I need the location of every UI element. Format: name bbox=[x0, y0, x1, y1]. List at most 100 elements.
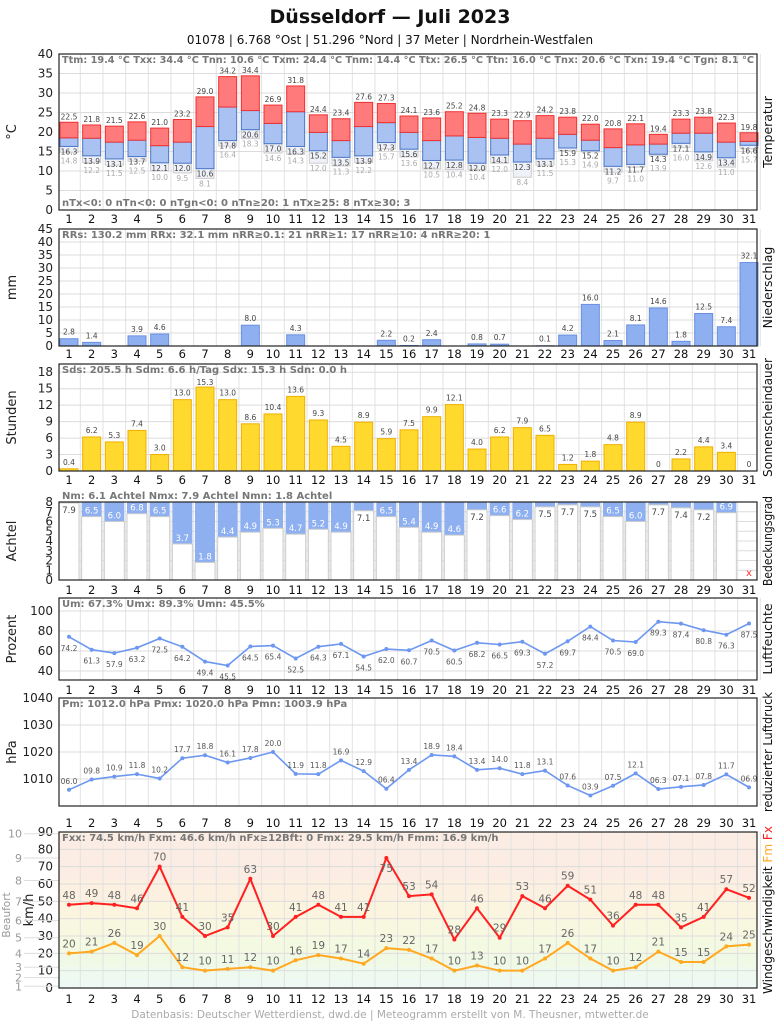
data-label: 2.2 bbox=[380, 329, 392, 338]
precip-bar bbox=[127, 335, 147, 347]
x-tick-label: 14 bbox=[356, 473, 371, 487]
data-label: 7.4 bbox=[131, 419, 143, 428]
y-tick-label: 5 bbox=[45, 326, 53, 340]
x-tick-label: 28 bbox=[674, 816, 689, 830]
panel-label-text: Luftfeuchte bbox=[760, 603, 775, 674]
tmin-bar bbox=[82, 137, 102, 157]
cloud-cover-bar bbox=[194, 561, 216, 581]
data-label: 17 bbox=[584, 944, 597, 956]
tmin-bar bbox=[580, 139, 600, 152]
data-label: 09.8 bbox=[83, 767, 100, 776]
data-point bbox=[429, 638, 434, 643]
data-label: 12.0 bbox=[174, 164, 191, 173]
x-tick-label: 3 bbox=[111, 473, 118, 487]
y-tick-label: 1010 bbox=[22, 772, 53, 786]
data-label: 13.4 bbox=[469, 757, 486, 766]
data-label: 6.6 bbox=[493, 506, 507, 516]
panel-frame bbox=[58, 53, 758, 211]
data-point bbox=[747, 621, 752, 626]
data-label: 4.9 bbox=[244, 522, 258, 532]
panel-label: Sonnenscheindauer bbox=[760, 357, 775, 477]
x-tick-label: 10 bbox=[266, 583, 281, 597]
x-tick-label: 9 bbox=[247, 816, 254, 830]
data-label: 17.3 bbox=[378, 144, 395, 153]
data-label: 10 bbox=[198, 956, 211, 968]
x-tick-label: 12 bbox=[311, 683, 326, 697]
data-label: 9.9 bbox=[426, 406, 438, 415]
x-tick-label: 13 bbox=[334, 347, 349, 361]
x-tick-label: 14 bbox=[356, 583, 371, 597]
clear-sky-bar bbox=[625, 502, 646, 522]
data-label: 6.0 bbox=[108, 512, 122, 522]
tmin-bar bbox=[648, 143, 668, 155]
tmax-bar bbox=[331, 118, 351, 142]
data-label: 16.1 bbox=[219, 750, 236, 759]
data-label: 48 bbox=[312, 890, 325, 902]
x-tick-label: 22 bbox=[538, 683, 553, 697]
sunshine-bar bbox=[716, 451, 736, 472]
data-label: 64.5 bbox=[242, 654, 259, 663]
x-tick-label: 3 bbox=[111, 992, 118, 1006]
data-point bbox=[67, 951, 71, 956]
data-label: 22.0 bbox=[582, 114, 599, 123]
data-label: 12.1 bbox=[151, 164, 168, 173]
x-tick-label: 27 bbox=[651, 583, 666, 597]
x-tick-label: 4 bbox=[133, 212, 140, 226]
data-label: 3.4 bbox=[720, 441, 732, 450]
data-point bbox=[339, 758, 344, 763]
data-point bbox=[633, 771, 638, 776]
precip-bar bbox=[286, 334, 306, 347]
data-point bbox=[497, 935, 502, 940]
x-tick-label: 18 bbox=[447, 347, 462, 361]
cloud-cover-bar bbox=[330, 531, 352, 581]
data-point bbox=[747, 942, 752, 947]
x-tick-label: 1 bbox=[65, 347, 72, 361]
data-point bbox=[248, 965, 253, 970]
data-label: 63 bbox=[244, 864, 257, 876]
data-point bbox=[225, 663, 230, 668]
data-point bbox=[565, 883, 570, 888]
beaufort-tick-label: 10 bbox=[8, 828, 22, 841]
data-label: 46 bbox=[130, 893, 144, 905]
data-label: 57 bbox=[720, 874, 733, 886]
data-point bbox=[588, 624, 593, 629]
sunshine-bar bbox=[694, 446, 714, 472]
sunshine-bar bbox=[172, 399, 192, 472]
x-tick-label: 24 bbox=[583, 992, 598, 1006]
data-label: 23.8 bbox=[695, 107, 712, 116]
data-point bbox=[180, 965, 185, 970]
panel-label: Niederschlag bbox=[760, 247, 775, 329]
data-label: 14.9 bbox=[582, 161, 599, 170]
data-point bbox=[520, 772, 525, 777]
data-label: 0.4 bbox=[63, 458, 75, 467]
precip-bar bbox=[626, 324, 646, 347]
data-label: 75 bbox=[380, 863, 393, 875]
data-label: 30 bbox=[153, 921, 166, 933]
panel-label-text: Sonnenscheindauer bbox=[760, 357, 775, 477]
x-tick-label: 3 bbox=[111, 816, 118, 830]
y-tick-label: 60 bbox=[38, 644, 53, 658]
data-label: 10.4 bbox=[446, 170, 463, 179]
sunshine-bar bbox=[512, 427, 532, 472]
x-tick-label: 22 bbox=[538, 583, 553, 597]
tmax-bar bbox=[218, 76, 238, 108]
beaufort-tick-label: 8 bbox=[15, 875, 22, 888]
cloud-cover-bar bbox=[443, 534, 465, 581]
data-label: 2.2 bbox=[675, 448, 687, 457]
data-point bbox=[293, 656, 298, 661]
data-label: 57.9 bbox=[106, 660, 123, 669]
y-axis-label: hPa bbox=[5, 740, 20, 763]
y-tick-label: 0 bbox=[45, 981, 53, 995]
data-label: 7.4 bbox=[674, 511, 688, 521]
beaufort-band bbox=[59, 880, 757, 902]
x-tick-label: 1 bbox=[65, 816, 72, 830]
precip-bar bbox=[150, 333, 170, 347]
beaufort-band bbox=[59, 920, 757, 938]
data-label: 41 bbox=[697, 902, 710, 914]
data-label: 9.3 bbox=[312, 409, 324, 418]
data-label: 65.4 bbox=[265, 653, 282, 662]
sunshine-bar bbox=[331, 445, 351, 472]
data-label: 34.2 bbox=[219, 67, 236, 76]
tmax-bar bbox=[399, 115, 419, 133]
clear-sky-bar bbox=[172, 502, 193, 544]
